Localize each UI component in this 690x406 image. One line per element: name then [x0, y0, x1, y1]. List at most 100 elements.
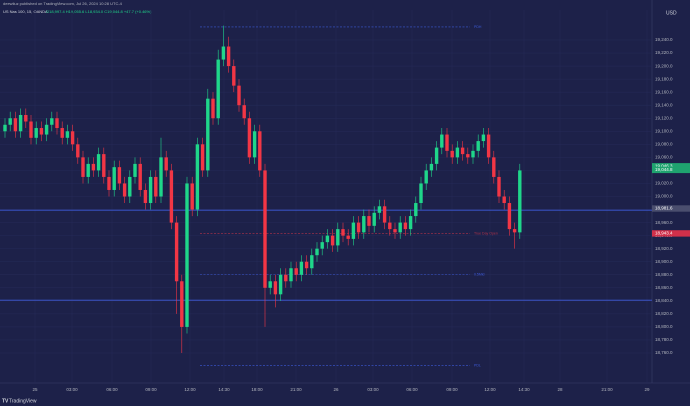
candle-body — [169, 170, 174, 223]
x-tick-label: 21:00 — [290, 387, 302, 392]
candle-body — [195, 144, 200, 210]
x-tick-label: 12:00 — [184, 387, 196, 392]
y-tick-label: 19,200.0 — [655, 63, 673, 68]
candle-body — [148, 176, 153, 204]
candle-body — [278, 274, 283, 295]
level-label: PDH — [474, 25, 482, 29]
y-tick-label: 18,780.0 — [655, 337, 673, 342]
y-tick-label: 19,000.0 — [655, 194, 673, 199]
candle-body — [502, 196, 506, 204]
symbol: US Nas 100, 15, OANDA — [3, 9, 48, 14]
x-tick-label: 06:00 — [106, 387, 118, 392]
candle-body — [18, 114, 23, 132]
candle-body — [336, 229, 340, 246]
candle-body — [414, 203, 418, 217]
candle-body — [242, 105, 246, 119]
candle-body — [70, 131, 75, 145]
candle-body — [107, 176, 111, 190]
candle-body — [429, 163, 434, 171]
y-tick-label: 19,020.0 — [655, 181, 673, 186]
x-tick-label: 14:30 — [518, 387, 530, 392]
x-tick-label: 21:00 — [601, 387, 613, 392]
x-tick-label: 26 — [333, 387, 339, 392]
candle-body — [388, 222, 392, 230]
candle-body — [492, 157, 496, 177]
candle-body — [102, 154, 106, 177]
y-tick-label: 18,900.0 — [655, 259, 673, 264]
candle-body — [138, 163, 142, 190]
candle-body — [351, 222, 356, 239]
y-tick-label: 18,880.0 — [655, 272, 673, 277]
candle-body — [60, 128, 64, 138]
candle-body — [174, 222, 179, 282]
y-tick-label: 19,060.0 — [655, 155, 673, 160]
candle-body — [91, 163, 96, 171]
candle-body — [164, 157, 168, 171]
price-flag-label: 19,046.3 — [655, 163, 673, 168]
candle-body — [39, 128, 44, 135]
price-flag — [652, 205, 690, 212]
candle-body — [268, 281, 272, 288]
candle-body — [481, 134, 486, 142]
candle-body — [310, 255, 314, 269]
y-tick-label: 18,840.0 — [655, 298, 673, 303]
x-tick-label: 18:00 — [251, 387, 263, 392]
candle-body — [76, 144, 80, 158]
y-tick-label: 19,120.0 — [655, 115, 673, 120]
candle-body — [304, 261, 309, 269]
candle-body — [44, 124, 49, 135]
candle-body — [13, 118, 18, 132]
candle-body — [471, 150, 475, 158]
candle-body — [393, 229, 397, 233]
x-tick-label: 03:00 — [367, 387, 379, 392]
candle-body — [362, 216, 366, 233]
candle-body — [382, 206, 387, 223]
y-tick-label: 19,080.0 — [655, 142, 673, 147]
y-tick-label: 19,180.0 — [655, 76, 673, 81]
candle-body — [29, 121, 33, 138]
candle-body — [81, 157, 85, 177]
x-tick-label: 28 — [557, 387, 563, 392]
x-tick-label: 25 — [32, 387, 38, 392]
candle-body — [96, 154, 101, 171]
candle-body — [315, 248, 319, 256]
y-tick-label: 18,920.0 — [655, 246, 673, 251]
candle-body — [398, 222, 402, 233]
candle-body — [86, 163, 90, 177]
candle-body — [460, 147, 465, 155]
candle-body — [273, 281, 278, 295]
candle-body — [8, 118, 12, 125]
candle-body — [211, 98, 215, 119]
y-tick-label: 18,760.0 — [655, 350, 673, 355]
candle-body — [367, 216, 371, 226]
candle-body — [419, 183, 423, 204]
candle-body — [320, 242, 324, 249]
candle-body — [403, 222, 408, 230]
brand-logo: TV — [2, 398, 9, 404]
candle-body — [356, 222, 361, 233]
candle-body — [325, 235, 330, 243]
candle-body — [289, 268, 293, 282]
candle-body — [159, 157, 163, 197]
y-tick-label: 18,820.0 — [655, 311, 673, 316]
candle-body — [512, 229, 517, 233]
candle-body — [117, 167, 122, 184]
candle-body — [450, 150, 454, 158]
candle-body — [434, 147, 439, 164]
x-tick-label: 14:30 — [218, 387, 230, 392]
x-tick-label: 03:00 — [66, 387, 78, 392]
brand: TradingView — [9, 398, 37, 404]
candle-body — [232, 66, 236, 86]
candle-body — [122, 183, 127, 197]
candle-body — [143, 189, 148, 204]
candle-body — [377, 206, 382, 213]
candle-body — [408, 216, 413, 230]
candle-body — [247, 118, 252, 158]
currency: USD — [666, 10, 677, 16]
y-tick-label: 19,160.0 — [655, 89, 673, 94]
candle-body — [154, 176, 158, 197]
price-flag — [652, 163, 690, 170]
candle-body — [497, 176, 501, 197]
y-tick-label: 18,860.0 — [655, 285, 673, 290]
